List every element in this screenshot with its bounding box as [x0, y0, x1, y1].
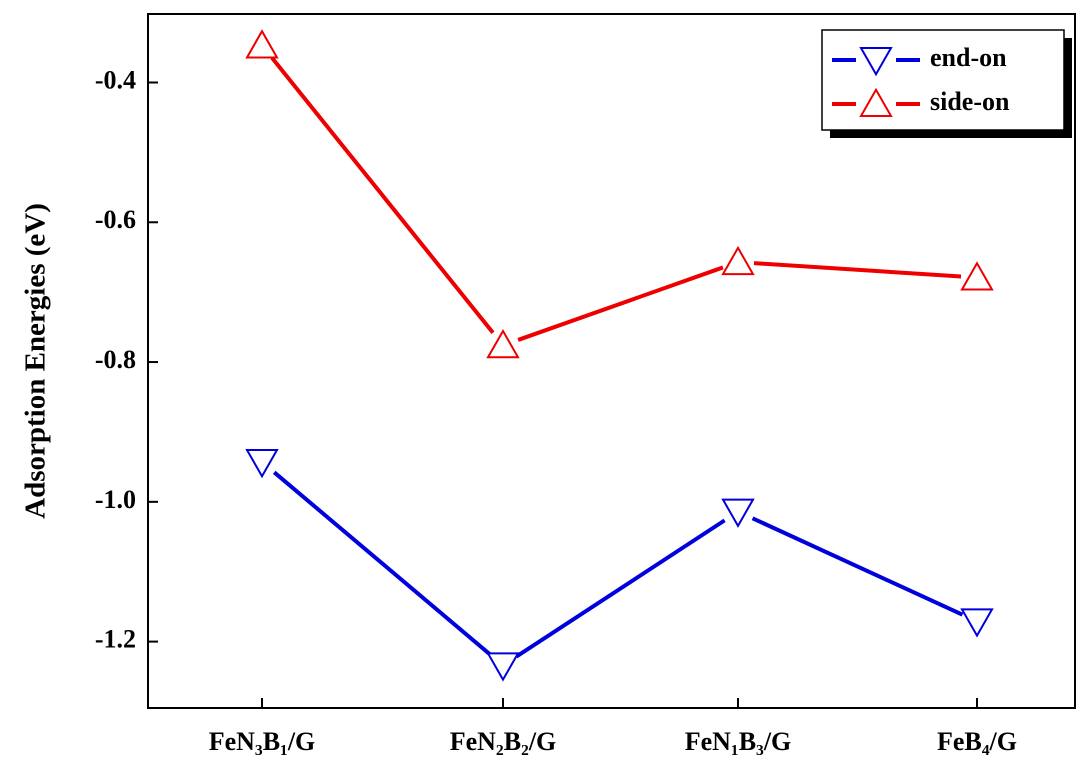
y-tick-label: -0.6	[95, 205, 136, 234]
y-tick-label: -0.8	[95, 345, 136, 374]
series-line	[274, 472, 962, 656]
data-marker	[488, 653, 518, 679]
data-marker	[247, 31, 277, 57]
y-tick-label: -1.0	[95, 485, 136, 514]
page: Adsorption Energies (eV) -0.4 -0.6 -0.8 -1.…	[0, 0, 1085, 772]
data-marker	[723, 248, 753, 274]
chart: Adsorption Energies (eV) -0.4 -0.6 -0.8 -1.…	[0, 0, 1085, 767]
y-tick-label: -1.2	[95, 625, 136, 654]
data-marker	[723, 500, 753, 526]
legend-label: end-on	[930, 43, 1007, 72]
data-marker	[488, 331, 518, 357]
x-tick-label: FeN₂B₂/G	[450, 727, 557, 756]
data-marker	[247, 450, 277, 476]
y-tick-label: -0.4	[95, 65, 136, 94]
y-axis-label: Adsorption Energies (eV)	[20, 203, 52, 519]
x-tick-label: FeN₃B₁/G	[209, 727, 316, 756]
legend-label: side-on	[930, 87, 1010, 116]
data-marker	[962, 609, 992, 635]
data-marker	[962, 263, 992, 289]
x-tick-label: FeB₄/G	[937, 727, 1017, 756]
x-tick-label: FeN₁B₃/G	[685, 727, 792, 756]
